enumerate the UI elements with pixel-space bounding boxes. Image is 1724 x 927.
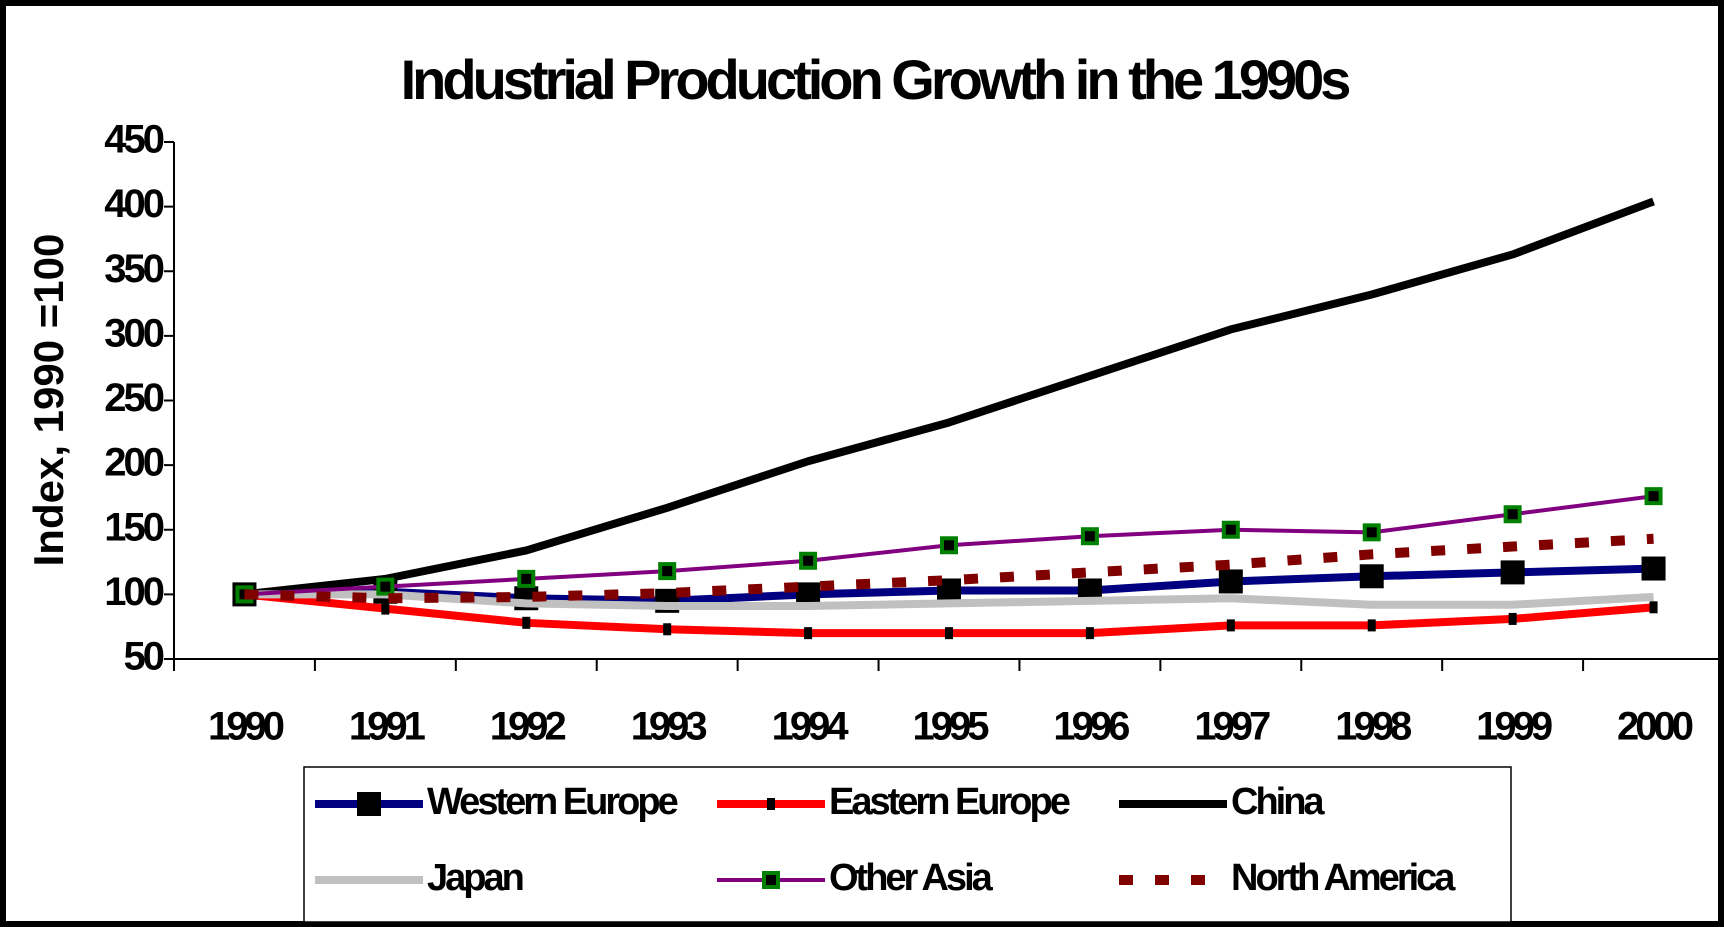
y-tick-label: 200 bbox=[104, 441, 163, 485]
series-line bbox=[244, 197, 1655, 599]
legend-label: Other Asia bbox=[829, 857, 994, 899]
series-line bbox=[244, 590, 1654, 611]
legend-label: Western Europe bbox=[427, 781, 678, 823]
x-tick-label: 1999 bbox=[1476, 705, 1552, 749]
y-tick-label: 350 bbox=[104, 247, 163, 291]
x-tick-label: 1998 bbox=[1335, 705, 1412, 749]
legend-label: Eastern Europe bbox=[829, 781, 1070, 823]
marker bbox=[1503, 505, 1522, 524]
y-tick-label: 300 bbox=[104, 311, 163, 355]
marker bbox=[663, 623, 672, 636]
marker bbox=[357, 792, 381, 816]
legend-label: Japan bbox=[427, 857, 523, 899]
marker bbox=[658, 562, 677, 581]
marker bbox=[1226, 619, 1235, 632]
marker bbox=[517, 569, 536, 588]
x-tick-label: 2000 bbox=[1617, 705, 1693, 749]
marker bbox=[1221, 520, 1240, 539]
marker bbox=[1359, 564, 1384, 589]
marker bbox=[1500, 560, 1525, 585]
marker bbox=[767, 798, 775, 810]
y-tick-label: 150 bbox=[104, 505, 163, 549]
marker bbox=[945, 627, 953, 640]
marker bbox=[1641, 556, 1666, 581]
marker bbox=[1508, 612, 1517, 625]
x-tick-label: 1990 bbox=[208, 705, 284, 749]
legend-label: China bbox=[1231, 781, 1325, 823]
marker bbox=[1218, 569, 1243, 594]
marker bbox=[1085, 627, 1094, 640]
marker bbox=[381, 602, 390, 615]
x-tick-label: 1994 bbox=[772, 705, 850, 749]
y-tick-label: 100 bbox=[104, 570, 163, 614]
marker bbox=[1644, 487, 1663, 506]
marker bbox=[762, 871, 780, 889]
x-tick-label: 1995 bbox=[913, 705, 990, 749]
marker bbox=[940, 536, 958, 555]
x-tick-label: 1992 bbox=[490, 705, 566, 749]
y-tick-label: 450 bbox=[104, 118, 163, 162]
y-tick-label: 250 bbox=[104, 376, 163, 420]
marker bbox=[1649, 601, 1658, 614]
marker bbox=[799, 551, 818, 570]
x-tick-label: 1993 bbox=[631, 705, 707, 749]
y-tick-label: 400 bbox=[104, 182, 163, 226]
marker bbox=[1362, 523, 1381, 542]
marker bbox=[1367, 619, 1376, 632]
marker bbox=[1080, 527, 1099, 546]
marker bbox=[804, 627, 813, 640]
marker bbox=[522, 616, 531, 629]
y-axis-label: Index, 1990 =100 bbox=[25, 234, 72, 567]
x-tick-label: 1991 bbox=[349, 705, 426, 749]
chart-title: Industrial Production Growth in the 1990… bbox=[401, 48, 1350, 111]
y-tick-label: 50 bbox=[124, 635, 164, 679]
x-tick-label: 1997 bbox=[1194, 705, 1270, 749]
x-tick-label: 1996 bbox=[1053, 705, 1129, 749]
marker bbox=[376, 577, 395, 596]
legend-label: North America bbox=[1231, 857, 1456, 899]
legend bbox=[303, 766, 1512, 923]
